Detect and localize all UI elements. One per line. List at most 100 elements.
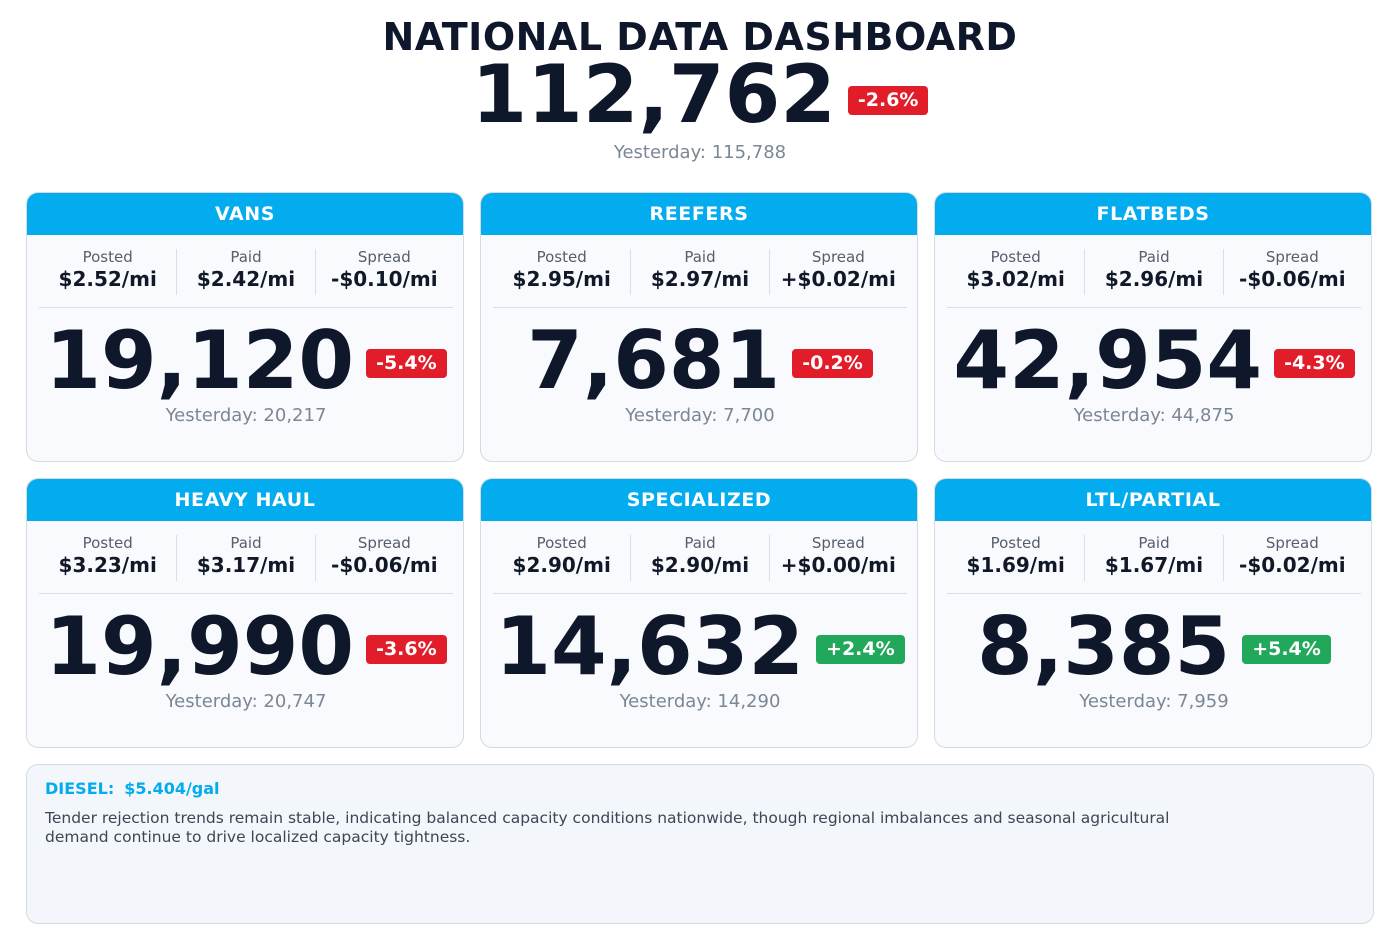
card-title: VANS [27, 193, 463, 235]
equipment-card-heavy-haul: HEAVY HAUL Posted $3.23/mi Paid $3.17/mi… [26, 478, 464, 748]
posted-rate: Posted $2.95/mi [493, 249, 630, 295]
load-count: 8,385 [977, 600, 1231, 693]
rate-summary: Posted $2.52/mi Paid $2.42/mi Spread -$0… [39, 249, 453, 308]
load-count-row: 19,120 -5.4% [27, 314, 463, 407]
load-count-row: 14,632 +2.4% [481, 600, 917, 693]
posted-value: $2.95/mi [512, 267, 611, 291]
change-badge: -5.4% [366, 348, 447, 378]
equipment-card-flatbeds: FLATBEDS Posted $3.02/mi Paid $2.96/mi S… [934, 192, 1372, 462]
posted-value: $2.52/mi [58, 267, 157, 291]
equipment-card-specialized: SPECIALIZED Posted $2.90/mi Paid $2.90/m… [480, 478, 918, 748]
load-count-row: 8,385 +5.4% [935, 600, 1371, 693]
spread-label: Spread [1265, 248, 1319, 266]
total-change-badge: -2.6% [847, 85, 929, 115]
spread-value: -$0.06/mi [1239, 267, 1346, 291]
spread-rate: Spread -$0.02/mi [1222, 534, 1361, 581]
paid-rate: Paid $3.17/mi [176, 535, 314, 581]
spread-rate: Spread +$0.02/mi [768, 249, 907, 295]
posted-rate: Posted $2.52/mi [39, 249, 176, 295]
paid-value: $1.67/mi [1104, 553, 1204, 577]
paid-value: $2.90/mi [650, 553, 750, 577]
load-count: 14,632 [495, 600, 805, 693]
load-count: 19,990 [45, 600, 355, 693]
spread-label: Spread [811, 534, 865, 552]
load-count: 19,120 [45, 314, 355, 407]
spread-rate: Spread -$0.10/mi [314, 248, 453, 295]
yesterday-count: Yesterday: 14,290 [619, 691, 781, 712]
market-note-panel: DIESEL: $5.404/gal Tender rejection trend… [26, 764, 1374, 924]
spread-value: -$0.02/mi [1239, 553, 1346, 577]
change-badge: -4.3% [1274, 348, 1355, 378]
spread-value: +$0.00/mi [780, 553, 896, 577]
equipment-card-ltl-partial: LTL/PARTIAL Posted $1.69/mi Paid $1.67/m… [934, 478, 1372, 748]
spread-rate: Spread -$0.06/mi [1222, 248, 1361, 295]
rate-summary: Posted $2.90/mi Paid $2.90/mi Spread +$0… [493, 535, 907, 594]
market-commentary: Tender rejection trends remain stable, i… [45, 809, 1170, 846]
yesterday-count: Yesterday: 20,747 [165, 691, 327, 712]
load-count: 42,954 [953, 314, 1263, 407]
card-title: HEAVY HAUL [27, 479, 463, 521]
paid-value: $3.17/mi [196, 553, 296, 577]
posted-label: Posted [82, 248, 133, 266]
posted-rate: Posted $1.69/mi [947, 535, 1084, 581]
rate-summary: Posted $1.69/mi Paid $1.67/mi Spread -$0… [947, 535, 1361, 594]
spread-value: -$0.06/mi [331, 553, 438, 577]
load-count-row: 42,954 -4.3% [935, 314, 1371, 407]
posted-label: Posted [536, 534, 587, 552]
paid-label: Paid [684, 534, 716, 552]
total-yesterday: Yesterday: 115,788 [613, 142, 787, 163]
page-title: NATIONAL DATA DASHBOARD [382, 15, 1018, 59]
yesterday-count: Yesterday: 7,700 [625, 405, 775, 426]
load-count-row: 19,990 -3.6% [27, 600, 463, 693]
posted-label: Posted [82, 534, 133, 552]
change-badge: -0.2% [792, 348, 873, 378]
change-badge: +2.4% [816, 634, 905, 664]
spread-label: Spread [357, 534, 411, 552]
posted-label: Posted [990, 248, 1041, 266]
diesel-price: DIESEL: $5.404/gal [45, 779, 1355, 799]
card-title: LTL/PARTIAL [935, 479, 1371, 521]
card-title: REEFERS [481, 193, 917, 235]
spread-label: Spread [1265, 534, 1319, 552]
posted-value: $3.23/mi [58, 553, 157, 577]
paid-label: Paid [684, 248, 716, 266]
posted-rate: Posted $2.90/mi [493, 535, 630, 581]
paid-rate: Paid $2.96/mi [1084, 249, 1222, 295]
posted-label: Posted [990, 534, 1041, 552]
spread-rate: Spread -$0.06/mi [314, 534, 453, 581]
diesel-label: DIESEL: [45, 779, 115, 798]
yesterday-count: Yesterday: 44,875 [1073, 405, 1235, 426]
spread-value: -$0.10/mi [331, 267, 438, 291]
paid-label: Paid [230, 534, 262, 552]
paid-value: $2.97/mi [650, 267, 750, 291]
spread-label: Spread [357, 248, 411, 266]
paid-value: $2.42/mi [196, 267, 296, 291]
posted-label: Posted [536, 248, 587, 266]
spread-rate: Spread +$0.00/mi [768, 534, 907, 581]
paid-rate: Paid $2.90/mi [630, 535, 768, 581]
yesterday-count: Yesterday: 20,217 [165, 405, 327, 426]
paid-label: Paid [1138, 534, 1170, 552]
equipment-card-reefers: REEFERS Posted $2.95/mi Paid $2.97/mi Sp… [480, 192, 918, 462]
rate-summary: Posted $3.02/mi Paid $2.96/mi Spread -$0… [947, 249, 1361, 308]
posted-rate: Posted $3.02/mi [947, 249, 1084, 295]
load-count: 7,681 [527, 314, 781, 407]
paid-label: Paid [230, 248, 262, 266]
yesterday-count: Yesterday: 7,959 [1079, 691, 1229, 712]
paid-value: $2.96/mi [1104, 267, 1204, 291]
card-title: SPECIALIZED [481, 479, 917, 521]
rate-summary: Posted $2.95/mi Paid $2.97/mi Spread +$0… [493, 249, 907, 308]
posted-rate: Posted $3.23/mi [39, 535, 176, 581]
posted-value: $3.02/mi [966, 267, 1065, 291]
rate-summary: Posted $3.23/mi Paid $3.17/mi Spread -$0… [39, 535, 453, 594]
load-count-row: 7,681 -0.2% [481, 314, 917, 407]
paid-label: Paid [1138, 248, 1170, 266]
change-badge: -3.6% [366, 634, 447, 664]
paid-rate: Paid $2.97/mi [630, 249, 768, 295]
card-title: FLATBEDS [935, 193, 1371, 235]
spread-value: +$0.02/mi [780, 267, 896, 291]
change-badge: +5.4% [1242, 634, 1331, 664]
posted-value: $2.90/mi [512, 553, 611, 577]
paid-rate: Paid $2.42/mi [176, 249, 314, 295]
total-loads-row: 112,762 -2.6% [0, 52, 1400, 138]
